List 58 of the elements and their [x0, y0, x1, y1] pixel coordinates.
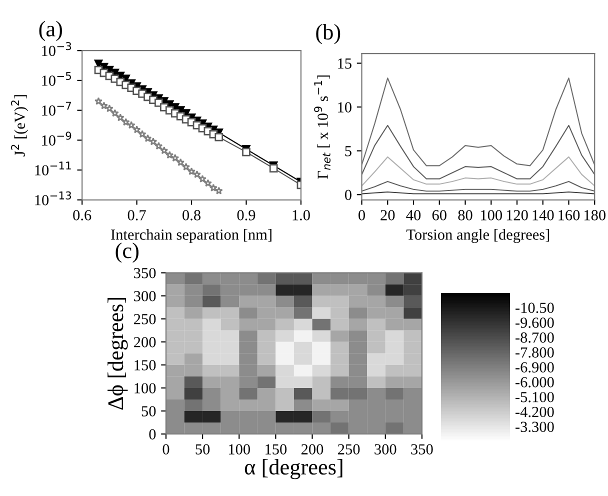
x-tick-label: 40	[406, 210, 421, 220]
x-tick-label: 120	[506, 210, 528, 220]
x-tick-label: 0.9	[237, 210, 256, 220]
y-tick-label: 100	[134, 383, 156, 394]
color-bar-label: -9.600	[516, 318, 554, 328]
y-tick-label: 200	[134, 337, 156, 348]
x-tick-label: 350	[411, 444, 433, 454]
x-tick-label: 80	[458, 210, 472, 220]
color-bar-label: -6.900	[516, 362, 554, 373]
x-tick-label: 140	[532, 210, 554, 220]
y-axis-title: Δϕ [degrees]	[108, 298, 128, 410]
y-tick-label: 15	[338, 58, 352, 69]
x-axis-title: Torsion angle [degrees]	[406, 229, 550, 243]
color-bar-label: -5.100	[516, 392, 554, 402]
x-tick-label: 50	[196, 444, 210, 454]
x-tick-label: 160	[558, 210, 580, 220]
chart-title: (c)	[116, 242, 138, 263]
y-tick-label: 0	[344, 190, 352, 200]
x-axis-title: α [degrees]	[244, 458, 342, 480]
y-tick-label: 10$^{−7}$	[42, 102, 72, 116]
x-tick-label: 150	[266, 444, 287, 454]
y-tick-label: 50	[142, 406, 156, 416]
x-tick-label: 20	[380, 210, 395, 220]
y-tick-label: 350	[134, 268, 156, 278]
y-tick-label: 300	[134, 290, 156, 302]
y-tick-label: 250	[134, 314, 156, 324]
x-tick-label: 1.0	[292, 210, 310, 220]
y-axis-title: Γ$_{net}$ [ x 10$^{9}$ s$^{−1}$]	[314, 75, 330, 179]
x-tick-label: 0	[358, 210, 365, 220]
y-tick-label: 10$^{−13}$	[35, 191, 71, 206]
x-tick-label: 0.8	[182, 210, 200, 220]
color-bar-label: -6.000	[516, 377, 554, 388]
y-tick-label: 10	[338, 102, 352, 112]
y-tick-label: 10$^{−3}$	[42, 42, 72, 56]
y-tick-label: 10$^{−11}$	[35, 162, 71, 176]
x-tick-label: 180	[584, 210, 606, 220]
chart-title: (b)	[316, 24, 340, 44]
color-bar-label: -8.700	[516, 332, 554, 343]
color-bar-label: -3.300	[516, 422, 554, 432]
x-tick-label: 0	[162, 444, 170, 454]
x-tick-label: 0.6	[73, 210, 92, 220]
x-tick-label: 200	[301, 444, 324, 454]
y-tick-label: 150	[134, 360, 156, 370]
color-bar-label: -7.800	[516, 347, 554, 358]
x-tick-label: 100	[229, 444, 250, 454]
x-axis-title: Interchain separation [nm]	[111, 229, 272, 243]
y-tick-label: 10$^{−5}$	[42, 72, 71, 86]
x-tick-label: 60	[432, 210, 446, 220]
y-tick-label: 10$^{−9}$	[42, 132, 72, 146]
color-bar-label: -10.50	[516, 302, 554, 314]
x-tick-label: 0.7	[128, 210, 146, 220]
color-bar-label: -4.200	[516, 406, 554, 418]
x-tick-label: 100	[481, 210, 502, 220]
y-tick-label: 0	[149, 429, 156, 440]
chart-title: (a)	[39, 20, 62, 42]
y-axis-title: J$^{2}$ [(eV)$^{2}$]	[11, 95, 28, 156]
y-tick-label: 5	[345, 146, 352, 156]
x-tick-label: 300	[374, 444, 396, 454]
